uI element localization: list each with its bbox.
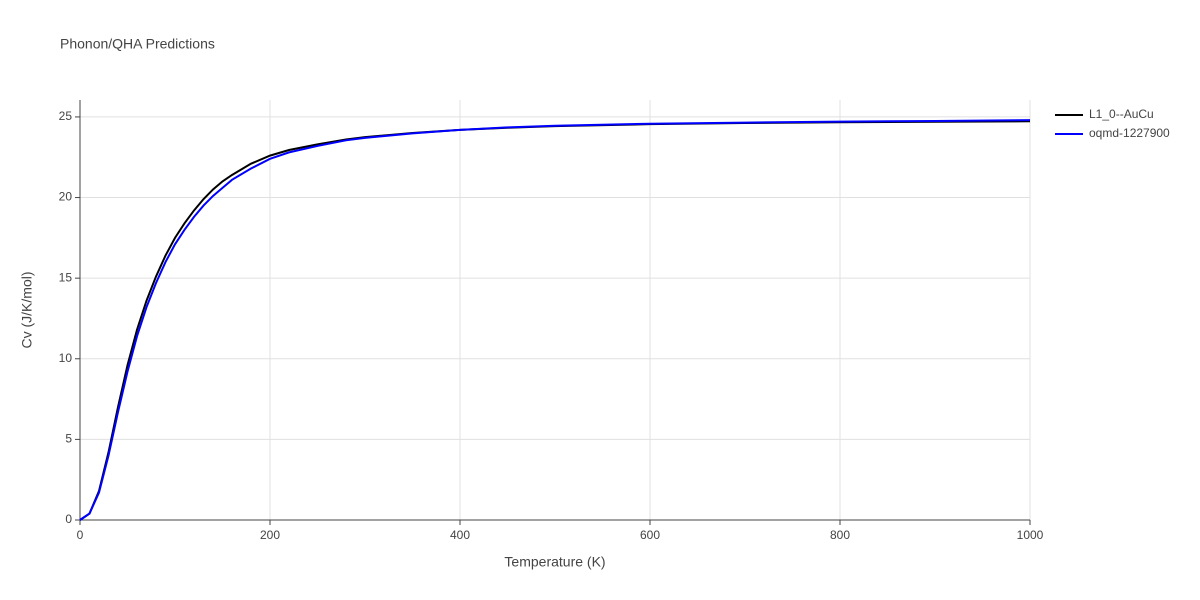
x-tick-label: 400 — [450, 528, 470, 542]
legend-label: oqmd-1227900 — [1089, 126, 1170, 140]
y-tick-label: 10 — [59, 351, 73, 365]
y-axis-title: Cv (J/K/mol) — [19, 272, 35, 349]
y-tick-label: 0 — [65, 512, 72, 526]
x-tick-label: 0 — [77, 528, 84, 542]
x-tick-label: 800 — [830, 528, 850, 542]
legend-label: L1_0--AuCu — [1089, 107, 1154, 121]
y-tick-label: 20 — [59, 190, 73, 204]
x-axis-title: Temperature (K) — [504, 554, 605, 570]
series-line — [79, 119, 1031, 521]
chart-title: Phonon/QHA Predictions — [60, 36, 215, 52]
y-tick-label: 15 — [59, 270, 73, 284]
y-tick-label: 5 — [65, 432, 72, 446]
x-tick-label: 600 — [640, 528, 660, 542]
x-tick-label: 1000 — [1017, 528, 1044, 542]
series-line — [79, 120, 1031, 521]
x-tick-label: 200 — [260, 528, 280, 542]
y-tick-label: 25 — [59, 109, 73, 123]
